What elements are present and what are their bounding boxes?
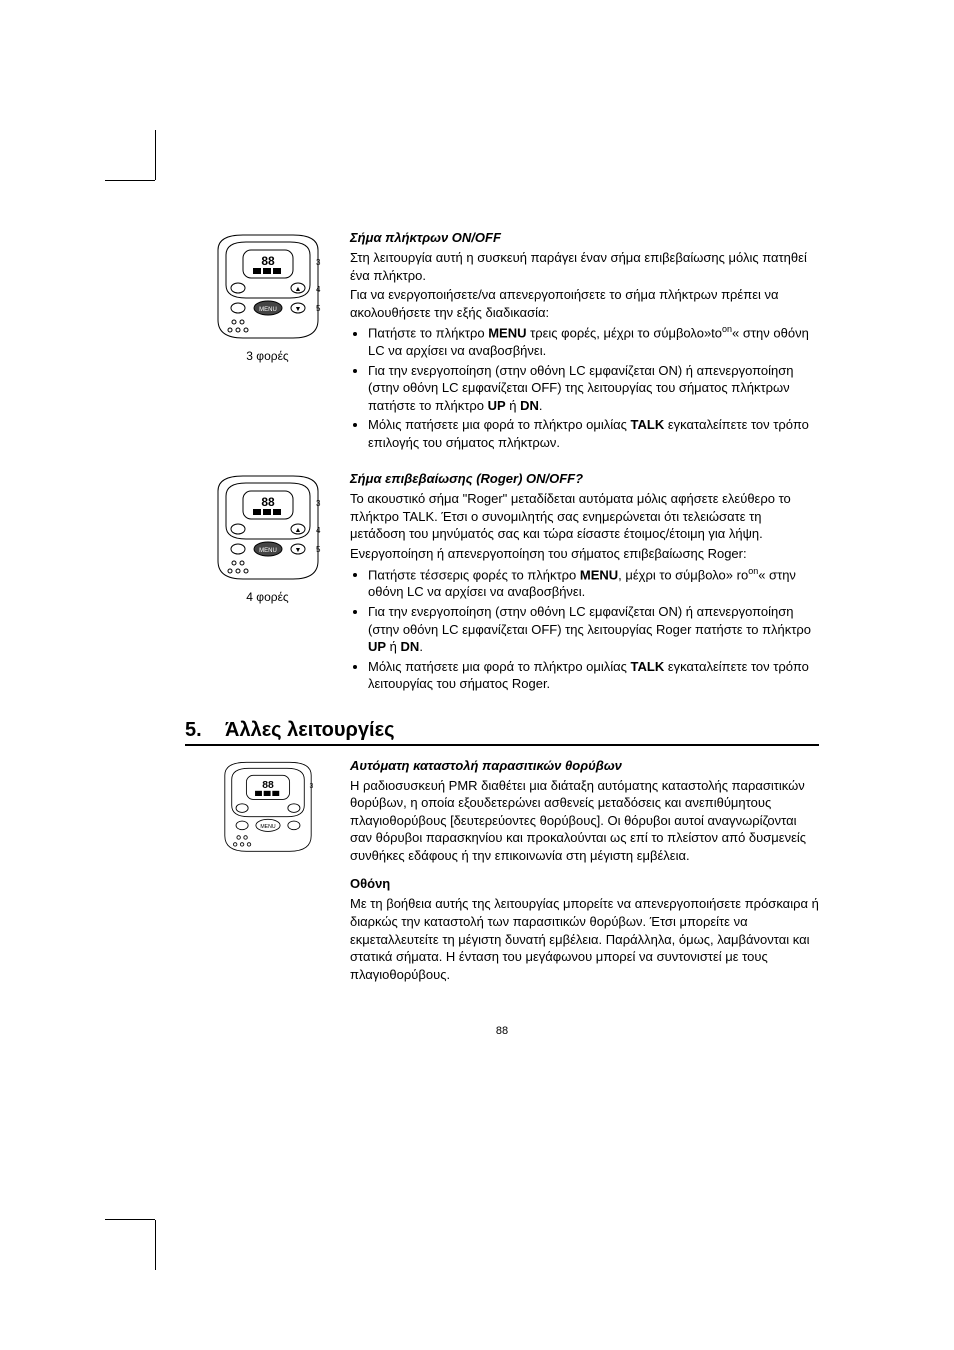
svg-text:3: 3 (316, 499, 321, 508)
subheading: Οθόνη (350, 876, 819, 891)
svg-text:MENU: MENU (259, 307, 277, 313)
list-item: Μόλις πατήσετε μια φορά το πλήκτρο ομιλί… (368, 658, 819, 693)
svg-text:MENU: MENU (260, 824, 275, 830)
crop-mark-icon (155, 1220, 156, 1270)
chapter-title: Άλλες λειτουργίες (225, 719, 394, 742)
list-item: Μόλις πατήσετε μια φορά το πλήκτρο ομιλί… (368, 416, 819, 451)
subheading: Σήμα επιβεβαίωσης (Roger) ON/OFF? (350, 471, 819, 486)
list-item: Για την ενεργοποίηση (στην οθόνη LC εμφα… (368, 603, 819, 656)
device-diagram-icon: 88 ▲ ▼ MENU 3 4 5 (208, 471, 328, 581)
figure-caption: 3 φορές (185, 349, 350, 363)
page-number: 88 (185, 1025, 819, 1037)
crop-mark-icon (105, 1219, 155, 1220)
svg-text:▼: ▼ (294, 547, 301, 554)
list-item: Για την ενεργοποίηση (στην οθόνη LC εμφα… (368, 362, 819, 415)
svg-text:5: 5 (316, 304, 321, 313)
figure-caption: 4 φορές (185, 590, 350, 604)
paragraph: Με τη βοήθεια αυτής της λειτουργίας μπορ… (350, 895, 819, 983)
figure-col: 88 MENU 3 (185, 758, 350, 858)
svg-text:▲: ▲ (294, 527, 301, 534)
paragraph: Στη λειτουργία αυτή η συσκευή παράγει έν… (350, 249, 819, 284)
svg-text:4: 4 (316, 526, 321, 535)
svg-text:MENU: MENU (259, 548, 277, 554)
section-squelch: 88 MENU 3 Αυτόματη καταστολή παρασιτικών… (185, 758, 819, 985)
crop-mark-icon (105, 180, 155, 181)
svg-text:4: 4 (316, 285, 321, 294)
svg-text:▲: ▲ (294, 286, 301, 293)
svg-text:3: 3 (309, 783, 313, 790)
svg-text:88: 88 (262, 780, 274, 791)
device-diagram-icon: 88 MENU 3 (208, 758, 328, 853)
document-page: 88 ▲ ▼ MENU 3 4 5 3 φο (0, 0, 954, 1350)
svg-text:5: 5 (316, 545, 321, 554)
paragraph: Ενεργοποίηση ή απενεργοποίηση του σήματο… (350, 545, 819, 563)
figure-col: 88 ▲ ▼ MENU 3 4 5 4 φο (185, 471, 350, 604)
list-item: Πατήστε τέσσερις φορές το πλήκτρο MENU, … (368, 565, 819, 601)
svg-text:3: 3 (316, 258, 321, 267)
chapter-header: 5. Άλλες λειτουργίες (185, 719, 819, 746)
bullet-list: Πατήστε το πλήκτρο MENU τρεις φορές, μέχ… (350, 323, 819, 451)
section-key-tone: 88 ▲ ▼ MENU 3 4 5 3 φο (185, 230, 819, 453)
text-col: Αυτόματη καταστολή παρασιτικών θορύβων Η… (350, 758, 819, 985)
paragraph: Το ακουστικό σήμα "Roger" μεταδίδεται αυ… (350, 490, 819, 543)
paragraph: Η ραδιοσυσκευή PMR διαθέτει μια διάταξη … (350, 777, 819, 865)
text-col: Σήμα επιβεβαίωσης (Roger) ON/OFF? Το ακο… (350, 471, 819, 694)
figure-col: 88 ▲ ▼ MENU 3 4 5 3 φο (185, 230, 350, 363)
device-diagram-icon: 88 ▲ ▼ MENU 3 4 5 (208, 230, 328, 340)
subheading: Σήμα πλήκτρων ON/OFF (350, 230, 819, 245)
svg-text:▼: ▼ (294, 306, 301, 313)
bullet-list: Πατήστε τέσσερις φορές το πλήκτρο MENU, … (350, 565, 819, 693)
crop-mark-icon (155, 130, 156, 180)
list-item: Πατήστε το πλήκτρο MENU τρεις φορές, μέχ… (368, 323, 819, 359)
text-col: Σήμα πλήκτρων ON/OFF Στη λειτουργία αυτή… (350, 230, 819, 453)
paragraph: Για να ενεργοποιήσετε/να απενεργοποιήσετ… (350, 286, 819, 321)
svg-text:88: 88 (261, 495, 275, 509)
svg-text:88: 88 (261, 254, 275, 268)
subheading: Αυτόματη καταστολή παρασιτικών θορύβων (350, 758, 819, 773)
section-roger: 88 ▲ ▼ MENU 3 4 5 4 φο (185, 471, 819, 694)
chapter-number: 5. (185, 719, 225, 742)
